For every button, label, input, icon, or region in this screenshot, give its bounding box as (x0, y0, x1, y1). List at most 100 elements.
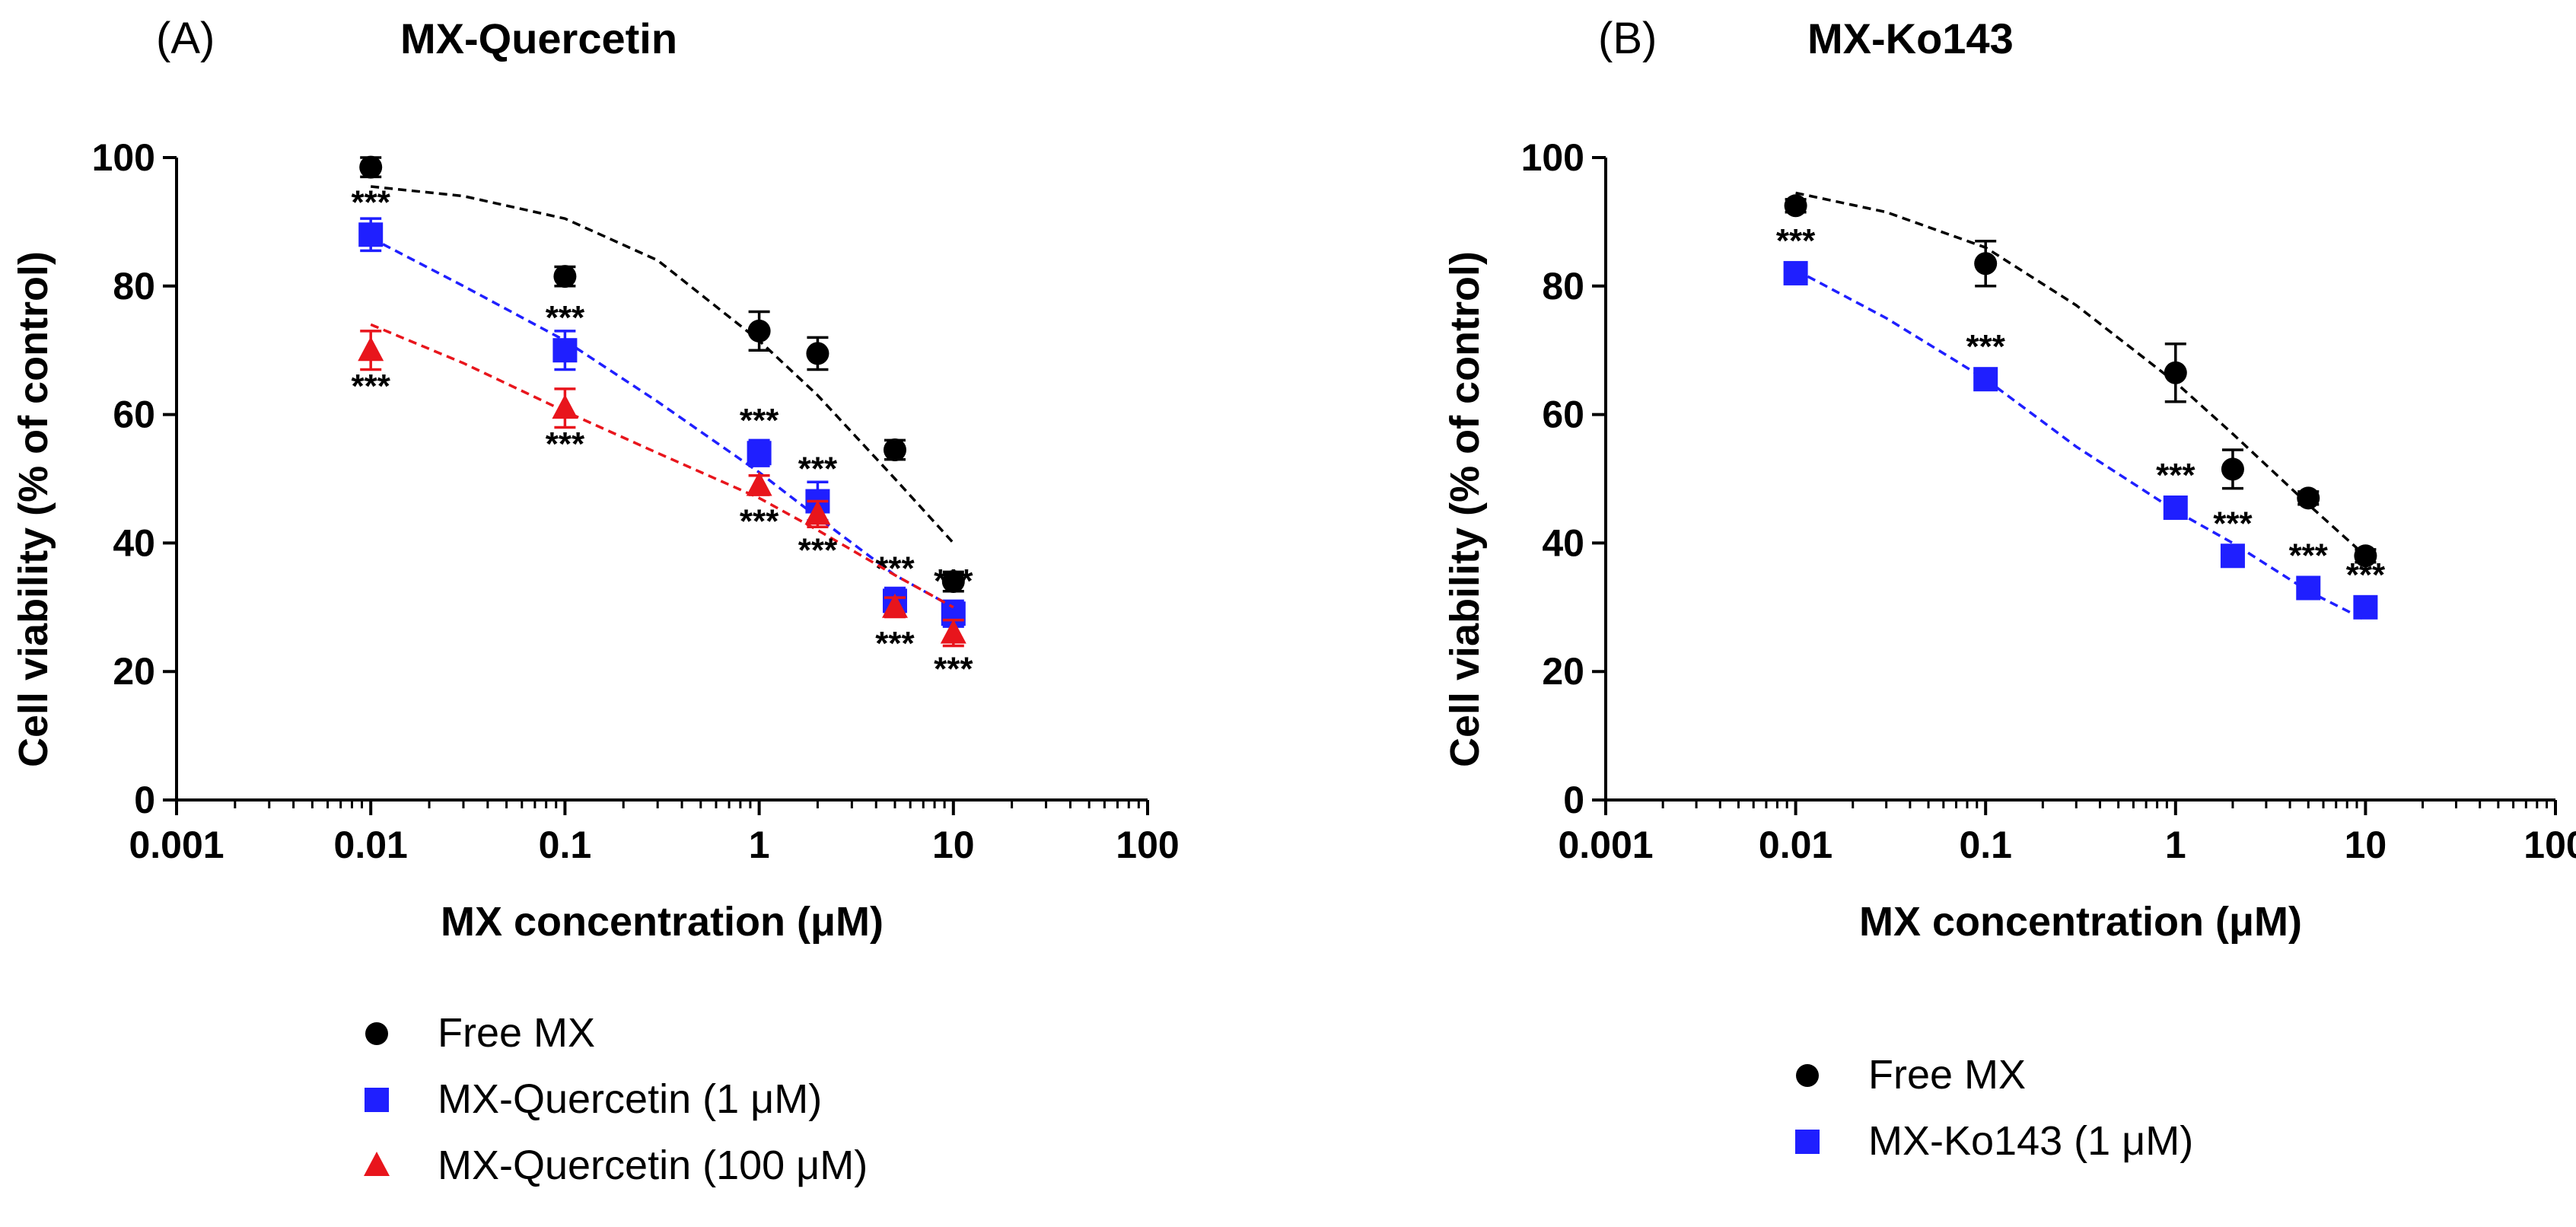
significance-stars: *** (934, 563, 973, 600)
data-point (1784, 194, 1807, 218)
x-tick-label: 0.001 (1558, 824, 1653, 866)
significance-stars: *** (2346, 556, 2386, 594)
significance-stars: *** (934, 651, 973, 688)
significance-stars: *** (740, 402, 779, 439)
y-tick-label: 40 (113, 521, 155, 564)
x-axis-title: MX concentration (μM) (441, 899, 884, 945)
chart-panel-b: (B) MX-Ko143 0 20 40 60 80 100 0.001 0.01 0.1 1 10 10… (1442, 14, 2576, 1164)
legend-marker-square (365, 1088, 389, 1112)
y-axis-title: Cell viability (% of control) (1442, 251, 1488, 767)
x-tick-label: 1 (749, 824, 770, 866)
legend-label: Free MX (1868, 1052, 2026, 1098)
x-tick-label: 100 (1116, 824, 1179, 866)
significance-stars: *** (2289, 537, 2329, 574)
data-point (359, 155, 383, 179)
significance-stars: *** (740, 502, 779, 540)
legend-marker-triangle (364, 1152, 390, 1176)
data-point (747, 441, 772, 466)
data-point (2296, 575, 2321, 601)
fit-curve (370, 323, 954, 609)
data-point (747, 319, 771, 343)
data-point (940, 619, 966, 644)
series-1: *** *** *** *** *** *** (1776, 222, 2386, 622)
data-point (1783, 260, 1808, 285)
y-tick-label: 80 (1542, 265, 1584, 308)
significance-stars: *** (352, 368, 391, 405)
data-point (2164, 361, 2187, 384)
data-point (553, 265, 577, 288)
significance-stars: *** (798, 451, 838, 488)
legend-marker-circle (365, 1022, 388, 1045)
x-tick-label: 0.01 (334, 824, 408, 866)
data-point (2353, 594, 2378, 620)
data-point (552, 338, 578, 363)
legend-item: MX-Quercetin (1 μM) (365, 1076, 822, 1122)
significance-stars: *** (2213, 505, 2253, 542)
data-point (1973, 367, 1998, 392)
y-axis-title: Cell viability (% of control) (11, 251, 56, 767)
legend-marker-circle (1796, 1064, 1819, 1087)
data-point (941, 570, 965, 594)
fit-curve (1794, 269, 2367, 622)
data-point (358, 336, 384, 362)
y-tick-label: 60 (1542, 394, 1584, 436)
x-tick-label: 0.01 (1759, 824, 1832, 866)
data-point (358, 222, 384, 247)
significance-stars: *** (798, 531, 838, 569)
legend-label: MX-Quercetin (1 μM) (438, 1076, 822, 1122)
legend-item: Free MX (1796, 1052, 2026, 1098)
data-point (1974, 252, 1998, 276)
fit-curve (1795, 191, 2367, 557)
significance-stars: *** (1776, 222, 1816, 260)
data-point (552, 394, 578, 419)
data-point (2297, 486, 2320, 510)
data-point (881, 593, 908, 618)
panel-label: (B) (1598, 14, 1657, 63)
fit-curve (370, 236, 954, 609)
series-0 (359, 155, 965, 594)
legend-marker-square (1795, 1130, 1820, 1154)
significance-stars: *** (546, 425, 585, 463)
chart-title: MX-Ko143 (1807, 14, 2014, 62)
series-2: *** *** *** *** *** *** (352, 323, 973, 688)
x-tick-label: 10 (932, 824, 975, 866)
data-point (2220, 543, 2245, 569)
data-point (2163, 495, 2188, 520)
legend-item: Free MX (365, 1010, 595, 1056)
y-tick-label: 60 (113, 394, 155, 436)
data-point (746, 471, 772, 496)
y-tick-label: 100 (1521, 136, 1584, 179)
x-tick-label: 0.1 (1959, 824, 2012, 866)
significance-stars: *** (875, 625, 915, 662)
y-tick-label: 20 (1542, 650, 1584, 693)
data-point (804, 500, 831, 525)
x-tick-label: 10 (2345, 824, 2387, 866)
data-point (2354, 544, 2377, 568)
legend-item: MX-Quercetin (100 μM) (364, 1143, 868, 1188)
y-tick-label: 0 (134, 779, 155, 821)
significance-stars: *** (546, 299, 585, 336)
y-tick-label: 100 (92, 136, 155, 179)
legend-label: Free MX (438, 1010, 595, 1056)
series-1: *** *** *** *** *** *** (352, 183, 973, 628)
significance-stars: *** (1966, 328, 2006, 365)
x-tick-label: 0.001 (129, 824, 224, 866)
data-point (883, 438, 906, 462)
data-point (2221, 457, 2244, 481)
x-tick-label: 1 (2165, 824, 2186, 866)
x-axis-title: MX concentration (μM) (1859, 899, 2302, 945)
significance-stars: *** (352, 183, 391, 221)
y-tick-label: 40 (1542, 521, 1584, 564)
legend-label: MX-Quercetin (100 μM) (438, 1143, 868, 1188)
legend-label: MX-Ko143 (1 μM) (1868, 1118, 2193, 1164)
data-point (806, 342, 829, 365)
panel-label: (A) (156, 14, 215, 63)
x-tick-label: 100 (2523, 824, 2576, 866)
series-0 (1784, 191, 2377, 568)
x-tick-label: 0.1 (539, 824, 592, 866)
y-tick-label: 20 (113, 650, 155, 693)
y-tick-label: 0 (1563, 779, 1584, 821)
chart-title: MX-Quercetin (400, 14, 677, 62)
legend-item: MX-Ko143 (1 μM) (1795, 1118, 2193, 1164)
